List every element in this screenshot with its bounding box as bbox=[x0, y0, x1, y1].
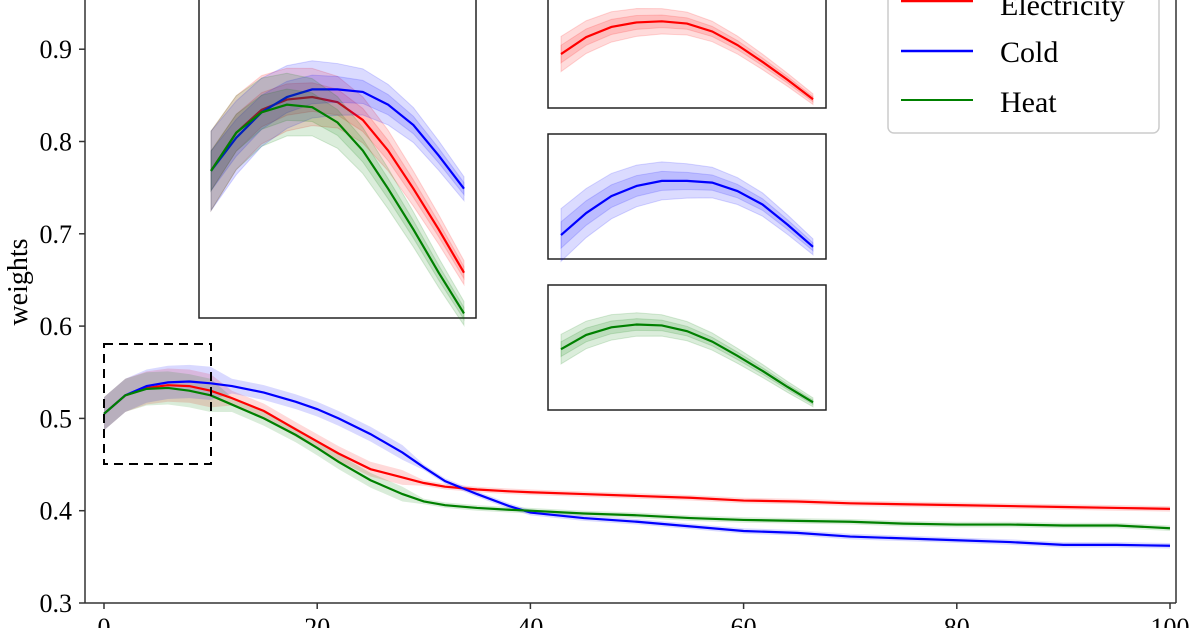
inset-band-heat bbox=[210, 88, 465, 322]
x-ticks: 0 20 40 60 80 100 bbox=[98, 603, 1190, 628]
inset-band-electricity bbox=[210, 82, 465, 281]
y-tick-label: 0.9 bbox=[40, 35, 73, 64]
band-electricity bbox=[104, 368, 1170, 512]
x-tick-label: 20 bbox=[304, 613, 330, 628]
y-tick-label: 0.6 bbox=[40, 312, 73, 341]
x-tick-label: 60 bbox=[731, 613, 757, 628]
inset-band-electricity bbox=[560, 14, 814, 103]
inset-band-heat bbox=[210, 72, 465, 328]
y-ticks: 0.3 0.4 0.5 0.6 0.7 0.8 0.9 bbox=[40, 35, 85, 618]
inset-band-electricity bbox=[560, 8, 814, 106]
x-tick-label: 40 bbox=[517, 613, 543, 628]
legend: Electricity Cold Heat bbox=[887, 0, 1160, 134]
main-lines bbox=[103, 380, 1171, 547]
inset-line-heat bbox=[210, 103, 465, 315]
inset-line-cold bbox=[560, 179, 814, 248]
inset-line-heat bbox=[560, 323, 814, 404]
legend-label-heat: Heat bbox=[1000, 86, 1057, 119]
inset-zoom-all bbox=[198, 0, 477, 328]
line-heat bbox=[103, 386, 1171, 530]
inset-line-electricity bbox=[560, 20, 814, 101]
inset-band-heat bbox=[560, 312, 814, 408]
inset-band-cold bbox=[560, 161, 814, 263]
inset-frame bbox=[547, 0, 827, 109]
inset-electricity bbox=[547, 0, 827, 109]
inset-heat bbox=[547, 284, 827, 411]
inset-frame bbox=[198, 0, 477, 319]
inset-line-electricity bbox=[210, 95, 465, 274]
inset-frame bbox=[547, 133, 827, 260]
y-tick-label: 0.3 bbox=[40, 589, 73, 618]
zoom-region-box bbox=[103, 343, 212, 465]
y-tick-label: 0.8 bbox=[40, 128, 73, 157]
x-tick-label: 0 bbox=[98, 613, 111, 628]
x-tick-label: 100 bbox=[1151, 613, 1190, 628]
inset-cold bbox=[547, 133, 827, 263]
y-axis-label: weights bbox=[3, 238, 34, 325]
y-tick-label: 0.7 bbox=[40, 220, 73, 249]
inset-band-cold bbox=[210, 60, 465, 213]
y-tick-label: 0.4 bbox=[40, 497, 73, 526]
inset-frame bbox=[547, 284, 827, 411]
legend-label-cold: Cold bbox=[1000, 36, 1058, 69]
inset-line-cold bbox=[210, 88, 465, 190]
x-tick-label: 80 bbox=[944, 613, 970, 628]
inset-band-electricity bbox=[210, 67, 465, 287]
y-tick-label: 0.5 bbox=[40, 404, 73, 433]
legend-label-electricity: Electricity bbox=[1000, 0, 1125, 22]
line-cold bbox=[103, 380, 1171, 547]
inset-band-heat bbox=[560, 318, 814, 406]
